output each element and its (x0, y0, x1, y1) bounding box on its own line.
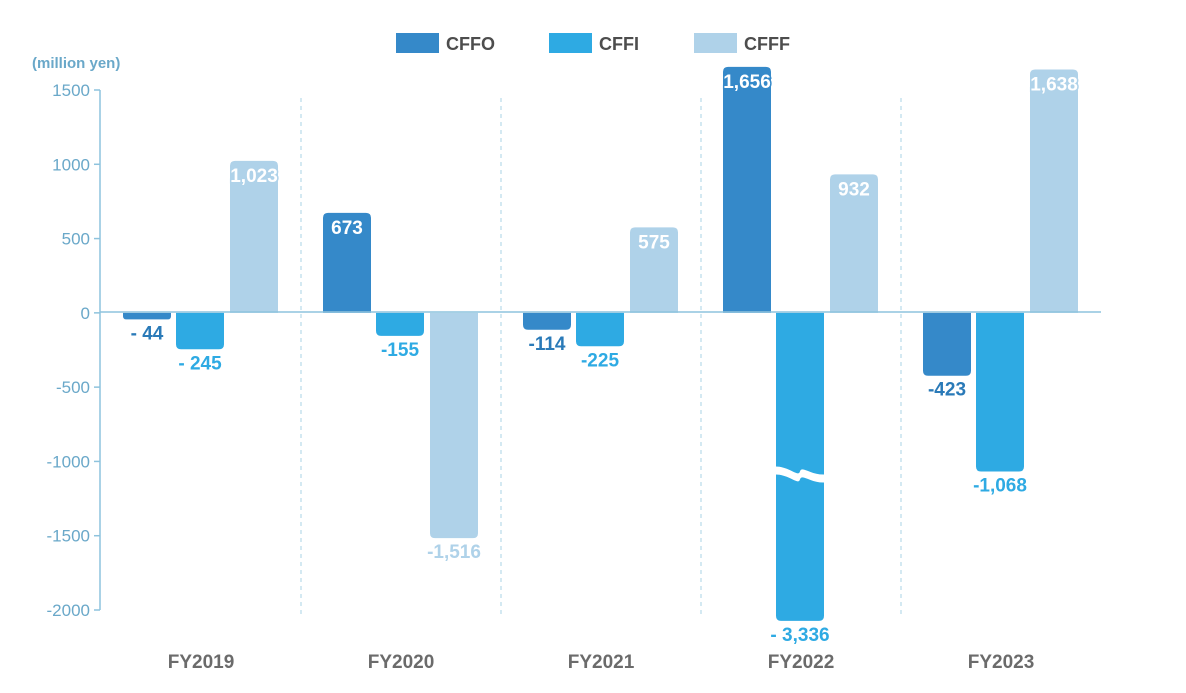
bar-cffi-fy2021 (576, 312, 624, 347)
y-tick-label: 1000 (52, 155, 90, 174)
data-label-cfff-fy2023: 1,638 (1030, 74, 1078, 95)
y-tick-label: 0 (81, 304, 90, 323)
bar-cffi-fy2023 (976, 312, 1024, 472)
legend-label-cffo: CFFO (446, 34, 495, 54)
y-tick-label: -1500 (47, 527, 90, 546)
y-tick-label: -1000 (47, 452, 90, 471)
bar-cffo-fy2021 (523, 312, 571, 330)
data-label-cffi-fy2021: -225 (581, 350, 619, 371)
y-tick-label: 1500 (52, 81, 90, 100)
bar-cffi-fy2019 (176, 312, 224, 350)
data-label-cffo-fy2019: - 44 (131, 323, 164, 344)
y-axis: 1500 1000 500 0 -500 -1000 -1500 -2000 (47, 81, 101, 620)
bar-cffi-fy2020 (376, 312, 424, 336)
y-tick-label: -500 (56, 378, 90, 397)
bar-cffo-fy2023 (923, 312, 971, 376)
legend-label-cffi: CFFI (599, 34, 639, 54)
data-labels: - 44 - 245 1,023 673 -155 -1,516 -114 -225 575 1,… (131, 70, 1080, 646)
x-tick-label-fy2020: FY2020 (368, 652, 435, 673)
data-label-cfff-fy2021: 575 (638, 232, 670, 253)
data-label-cffi-fy2019: - 245 (178, 353, 222, 374)
data-label-cfff-fy2022: 932 (838, 179, 870, 200)
data-label-cfff-fy2019: 1,023 (230, 166, 278, 187)
data-label-cffi-fy2020: -155 (381, 340, 419, 361)
legend-swatch-cffo (396, 33, 439, 53)
data-label-cffi-fy2022: - 3,336 (770, 625, 829, 646)
data-label-cfff-fy2020: -1,516 (427, 542, 481, 563)
bars (123, 66, 1078, 621)
data-label-cffo-fy2021: -114 (529, 334, 566, 355)
data-label-cffo-fy2020: 673 (331, 218, 363, 239)
legend-swatch-cffi (549, 33, 592, 53)
legend-swatch-cfff (694, 33, 737, 53)
x-tick-label-fy2021: FY2021 (568, 652, 635, 673)
y-axis-unit-label: (million yen) (32, 55, 120, 72)
bar-cfff-fy2023 (1030, 69, 1078, 313)
bar-cffo-fy2019 (123, 312, 171, 320)
bar-cffo-fy2020 (323, 212, 371, 313)
legend: CFFO CFFI CFFF (396, 33, 790, 54)
data-label-cffo-fy2022: 1,656 (723, 72, 771, 93)
bar-cfff-fy2022 (830, 174, 878, 313)
x-axis: FY2019 FY2020 FY2021 FY2022 FY2023 (168, 652, 1035, 673)
x-tick-label-fy2023: FY2023 (968, 652, 1035, 673)
x-tick-label-fy2019: FY2019 (168, 652, 235, 673)
legend-label-cfff: CFFF (744, 34, 790, 54)
category-separators (300, 98, 902, 618)
bar-cffo-fy2022 (723, 66, 771, 313)
data-label-cffo-fy2023: -423 (928, 380, 966, 401)
x-tick-label-fy2022: FY2022 (768, 652, 835, 673)
bar-cffi-fy2022 (776, 312, 824, 621)
bar-cfff-fy2021 (630, 227, 678, 313)
bar-cfff-fy2019 (230, 160, 278, 313)
axis-break-mark (764, 466, 836, 483)
data-label-cffi-fy2023: -1,068 (973, 476, 1027, 497)
y-tick-label: 500 (62, 230, 90, 249)
y-tick-label: -2000 (47, 601, 90, 620)
bar-cfff-fy2020 (430, 312, 478, 539)
